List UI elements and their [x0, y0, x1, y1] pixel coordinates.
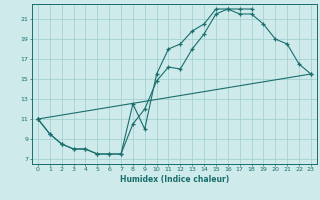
X-axis label: Humidex (Indice chaleur): Humidex (Indice chaleur): [120, 175, 229, 184]
